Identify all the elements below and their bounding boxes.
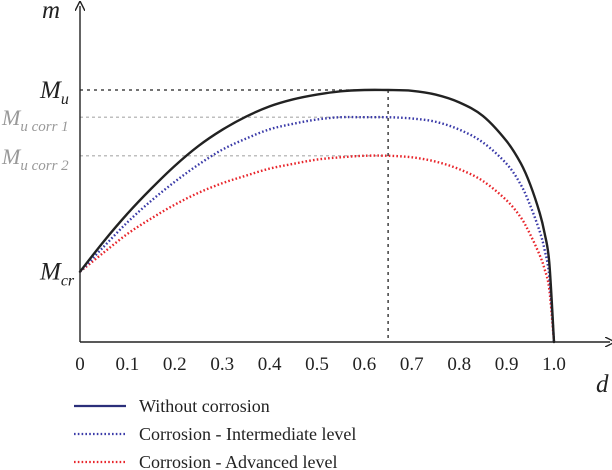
x-tick-label: 0.9 — [495, 354, 519, 375]
y-axis-label: m — [42, 0, 60, 24]
x-tick-label: 0.8 — [447, 354, 471, 375]
x-tick-label: 0.6 — [353, 354, 377, 375]
x-tick-label: 0.4 — [258, 354, 282, 375]
x-tick-label: 0 — [75, 354, 85, 375]
legend-label: Corrosion - Intermediate level — [139, 424, 356, 444]
x-tick-labels: 0 0.1 0.2 0.3 0.4 0.5 0.6 0.7 0.8 0.9 1.0 — [75, 354, 566, 375]
y-label-mcr: Mcr — [39, 259, 75, 290]
series-line-corrosion-advanced-level — [79, 154, 556, 343]
x-tick-label: 0.5 — [305, 354, 329, 375]
x-tick-label: 0.2 — [163, 354, 187, 375]
series-line-without-corrosion — [78, 88, 556, 344]
y-label-mucorr1: Mu corr 1 — [1, 105, 69, 135]
x-axis-label: d — [596, 371, 609, 398]
series-line-corrosion-intermediate-level — [79, 115, 556, 343]
x-tick-label: 1.0 — [542, 354, 566, 375]
guide-lines — [80, 89, 389, 342]
legend: Without corrosion Corrosion - Intermediat… — [74, 396, 356, 470]
curves — [78, 88, 556, 344]
y-label-mucorr2: Mu corr 2 — [1, 144, 69, 174]
legend-label: Without corrosion — [139, 396, 270, 416]
legend-label: Corrosion - Advanced level — [139, 452, 337, 470]
x-tick-label: 0.1 — [116, 354, 140, 375]
y-label-mu: Mu — [39, 77, 69, 108]
x-tick-label: 0.7 — [400, 354, 424, 375]
x-tick-label: 0.3 — [210, 354, 234, 375]
